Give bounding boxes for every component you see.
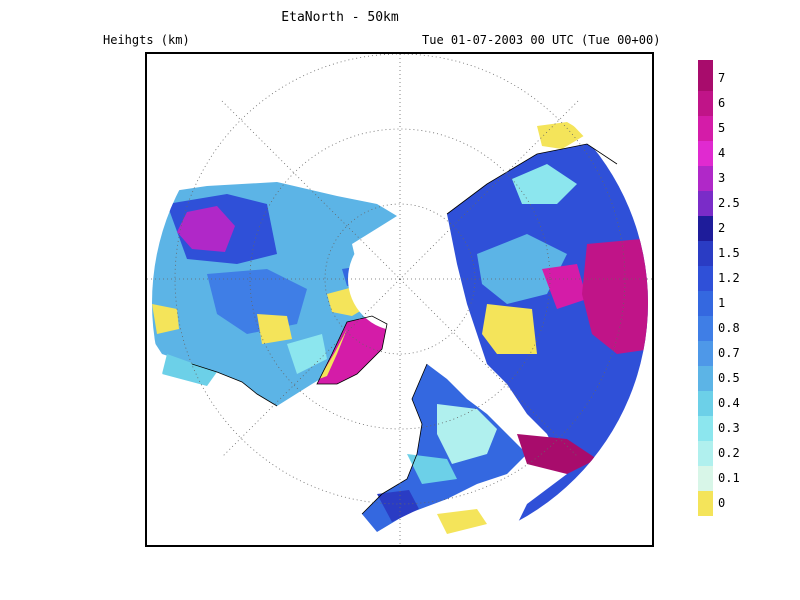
colorbar-tick-label: 1.5: [718, 245, 740, 260]
colorbar-segment: [698, 140, 713, 166]
variable-label: Heihgts (km): [103, 33, 190, 47]
colorbar-segment: [698, 265, 713, 291]
coastlines: [191, 143, 618, 515]
colorbar-segment: [698, 490, 713, 516]
valid-time-label: Tue 01-07-2003 00 UTC (Tue 00+00): [422, 33, 661, 47]
colorbar-cap: [698, 60, 713, 66]
colorbar: [698, 60, 713, 516]
map-panel: [145, 52, 654, 547]
colorbar-segment: [698, 390, 713, 416]
colorbar-tick-label: 0.8: [718, 320, 740, 335]
colorbar-tick-label: 0.1: [718, 470, 740, 485]
colorbar-tick-label: 0.4: [718, 395, 740, 410]
chart-title: EtaNorth - 50km: [281, 10, 399, 25]
graticule: [147, 54, 652, 545]
colorbar-segment: [698, 215, 713, 241]
colorbar-tick-label: 3: [718, 170, 726, 185]
colorbar-segment: [698, 315, 713, 341]
colorbar-segment: [698, 440, 713, 466]
colorbar-segment: [698, 115, 713, 141]
colorbar-tick-label: 4: [718, 145, 726, 160]
colorbar-tick-label: 1: [718, 295, 726, 310]
colorbar-segment: [698, 340, 713, 366]
colorbar-tick-label: 7: [718, 70, 726, 85]
terrain-field: [152, 122, 648, 545]
colorbar-segment: [698, 190, 713, 216]
colorbar-tick-label: 0: [718, 495, 726, 510]
colorbar-tick-label: 0.7: [718, 345, 740, 360]
colorbar-segment: [698, 415, 713, 441]
colorbar-segment: [698, 165, 713, 191]
colorbar-segment: [698, 365, 713, 391]
colorbar-tick-label: 2: [718, 220, 726, 235]
colorbar-segment: [698, 65, 713, 91]
greenland-land: [317, 316, 387, 384]
colorbar-tick-label: 0.3: [718, 420, 740, 435]
colorbar-tick-label: 6: [718, 95, 726, 110]
colorbar-tick-label: 2.5: [718, 195, 740, 210]
colorbar-segment: [698, 240, 713, 266]
polar-map: [147, 54, 652, 545]
colorbar-tick-label: 0.2: [718, 445, 740, 460]
colorbar-segment: [698, 290, 713, 316]
colorbar-segment: [698, 465, 713, 491]
colorbar-segment: [698, 90, 713, 116]
colorbar-tick-label: 0.5: [718, 370, 740, 385]
colorbar-tick-label: 5: [718, 120, 726, 135]
colorbar-tick-label: 1.2: [718, 270, 740, 285]
